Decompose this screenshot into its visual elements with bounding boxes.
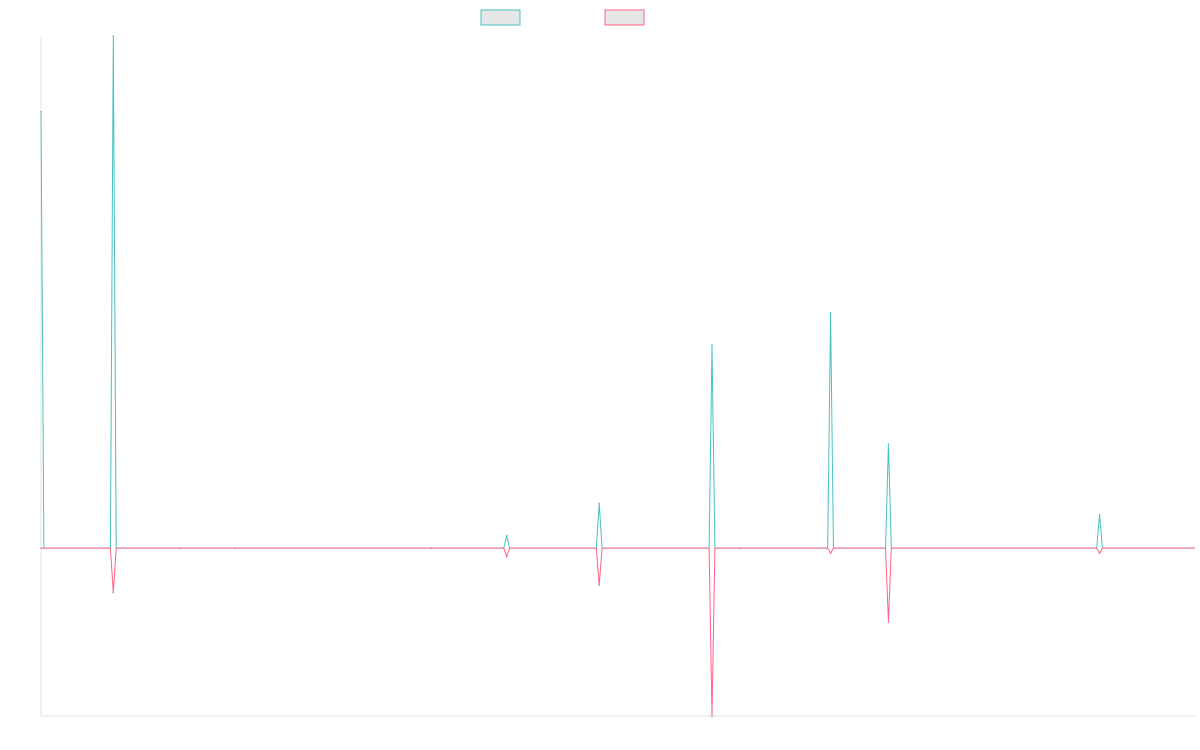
data-point-series_2-0[interactable] xyxy=(40,547,42,549)
data-point-series_1-0[interactable] xyxy=(40,110,42,113)
chart-legend[interactable] xyxy=(480,9,645,26)
data-point-series_2-3[interactable] xyxy=(233,547,236,549)
data-point-series_2-7[interactable] xyxy=(711,715,713,717)
series-line-series_2 xyxy=(41,547,1195,717)
data-point-series_2-1[interactable] xyxy=(112,591,115,594)
legend-swatch-series_2[interactable] xyxy=(604,9,645,26)
chart-axes xyxy=(40,36,1195,717)
series-line-series_1 xyxy=(40,35,1195,549)
data-point-series_2-4[interactable] xyxy=(430,547,433,549)
data-point-series_1-9[interactable] xyxy=(829,312,832,314)
data-point-series_2-11[interactable] xyxy=(1098,552,1101,554)
data-point-series_1-11[interactable] xyxy=(1098,513,1101,516)
data-point-series_1-10[interactable] xyxy=(887,443,890,445)
data-point-series_1-5[interactable] xyxy=(505,534,508,537)
data-point-series_2-5[interactable] xyxy=(505,555,508,558)
series-layer xyxy=(40,35,1195,717)
data-point-series_1-1[interactable] xyxy=(112,35,115,37)
data-point-series_2-2[interactable] xyxy=(179,547,181,549)
legend-swatch-series_1[interactable] xyxy=(480,9,521,26)
data-point-series_2-10[interactable] xyxy=(887,621,890,623)
data-point-series_2-8[interactable] xyxy=(740,547,742,549)
data-point-series_1-6[interactable] xyxy=(598,502,600,505)
data-point-series_2-6[interactable] xyxy=(598,584,600,586)
data-point-series_1-7[interactable] xyxy=(711,344,713,346)
data-point-series_2-9[interactable] xyxy=(829,552,832,554)
